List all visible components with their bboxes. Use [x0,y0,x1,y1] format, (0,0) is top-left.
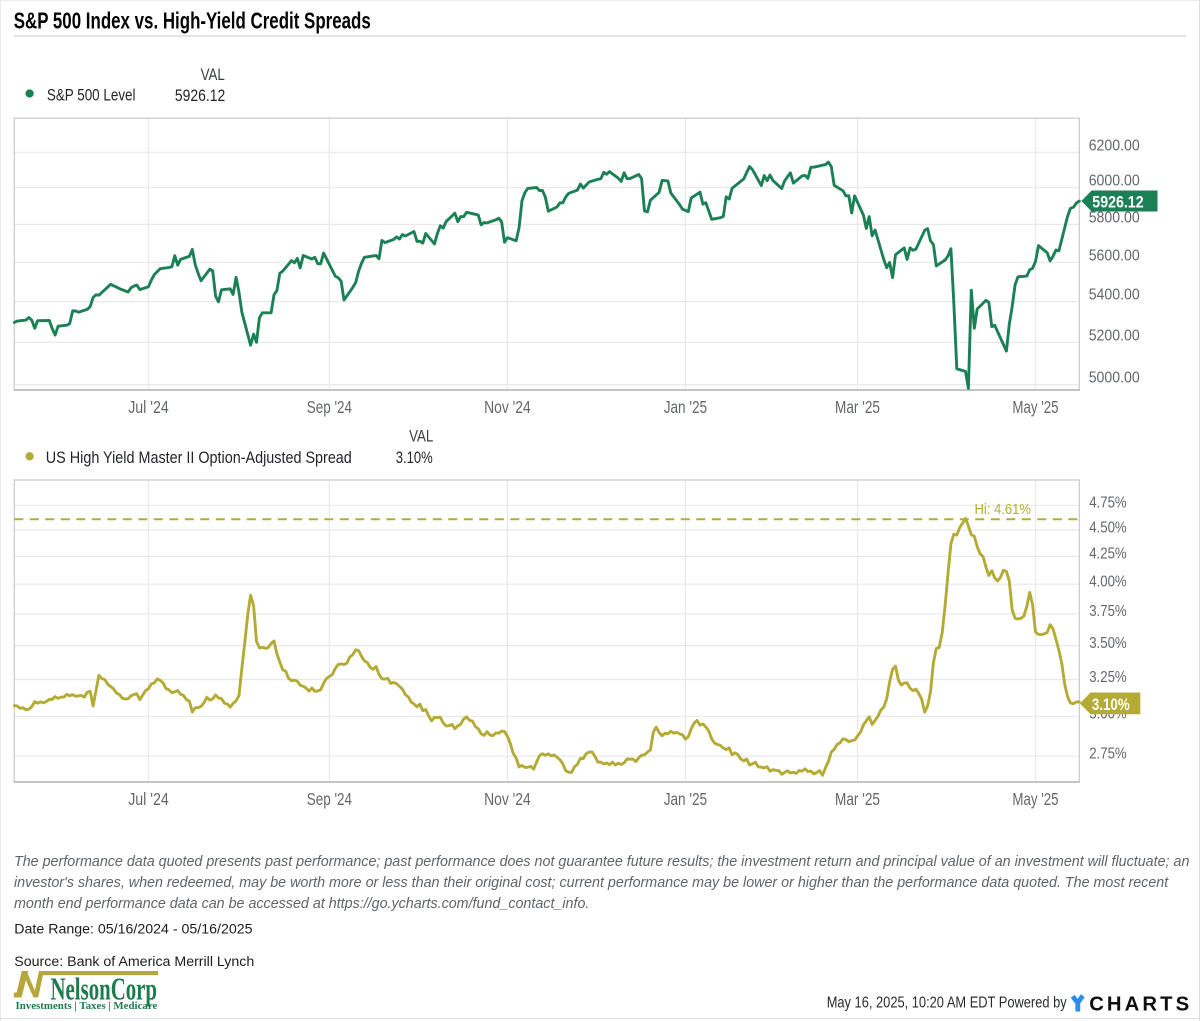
svg-text:S&P 500 Index vs. High-Yield C: S&P 500 Index vs. High-Yield Credit Spre… [14,7,371,33]
svg-text:VAL: VAL [201,65,225,84]
svg-text:US High Yield Master II Option: US High Yield Master II Option-Adjusted … [46,448,352,467]
svg-text:Investments | Taxes | Medicare: Investments | Taxes | Medicare [16,1001,158,1012]
svg-text:Jul '24: Jul '24 [128,789,169,809]
svg-text:5800.00: 5800.00 [1089,209,1140,226]
svg-text:2.75%: 2.75% [1089,746,1127,763]
svg-text:5926.12: 5926.12 [1092,192,1143,211]
svg-text:Mar '25: Mar '25 [835,789,880,809]
svg-text:5926.12: 5926.12 [175,86,225,105]
svg-text:3.50%: 3.50% [1089,635,1127,652]
svg-text:Jan '25: Jan '25 [664,789,707,809]
svg-text:5000.00: 5000.00 [1089,370,1140,387]
svg-text:VAL: VAL [409,427,433,446]
svg-text:4.25%: 4.25% [1089,546,1127,563]
svg-text:May 16, 2025, 10:20 AM EDT Pow: May 16, 2025, 10:20 AM EDT Powered by [827,995,1067,1012]
svg-text:May '25: May '25 [1012,397,1058,417]
svg-text:May '25: May '25 [1012,789,1058,809]
svg-text:4.00%: 4.00% [1089,574,1127,591]
svg-text:Mar '25: Mar '25 [835,397,880,417]
svg-text:5400.00: 5400.00 [1089,287,1140,304]
svg-text:6200.00: 6200.00 [1089,137,1140,154]
svg-text:4.75%: 4.75% [1089,495,1127,512]
svg-text:Hi: 4.61%: Hi: 4.61% [975,502,1032,518]
svg-text:CHARTS: CHARTS [1089,994,1192,1016]
svg-text:Source: Bank of America Merril: Source: Bank of America Merrill Lynch [14,954,254,970]
svg-text:S&P 500 Level: S&P 500 Level [47,86,136,105]
svg-text:3.75%: 3.75% [1089,603,1127,620]
svg-text:5600.00: 5600.00 [1089,247,1140,264]
svg-text:Sep '24: Sep '24 [307,397,353,417]
svg-text:5200.00: 5200.00 [1089,327,1140,344]
svg-text:Nov '24: Nov '24 [484,397,531,417]
svg-text:4.50%: 4.50% [1089,519,1127,536]
svg-text:Sep '24: Sep '24 [307,789,353,809]
svg-text:3.10%: 3.10% [396,448,433,467]
svg-text:Jul '24: Jul '24 [128,397,169,417]
svg-text:Date Range: 05/16/2024 - 05/16: Date Range: 05/16/2024 - 05/16/2025 [14,922,252,938]
svg-text:3.10%: 3.10% [1092,695,1130,714]
svg-text:3.25%: 3.25% [1089,669,1127,686]
svg-text:NelsonCorp: NelsonCorp [51,971,158,1007]
svg-text:Jan '25: Jan '25 [664,397,707,417]
svg-text:6000.00: 6000.00 [1089,173,1140,190]
svg-text:Nov '24: Nov '24 [484,789,531,809]
